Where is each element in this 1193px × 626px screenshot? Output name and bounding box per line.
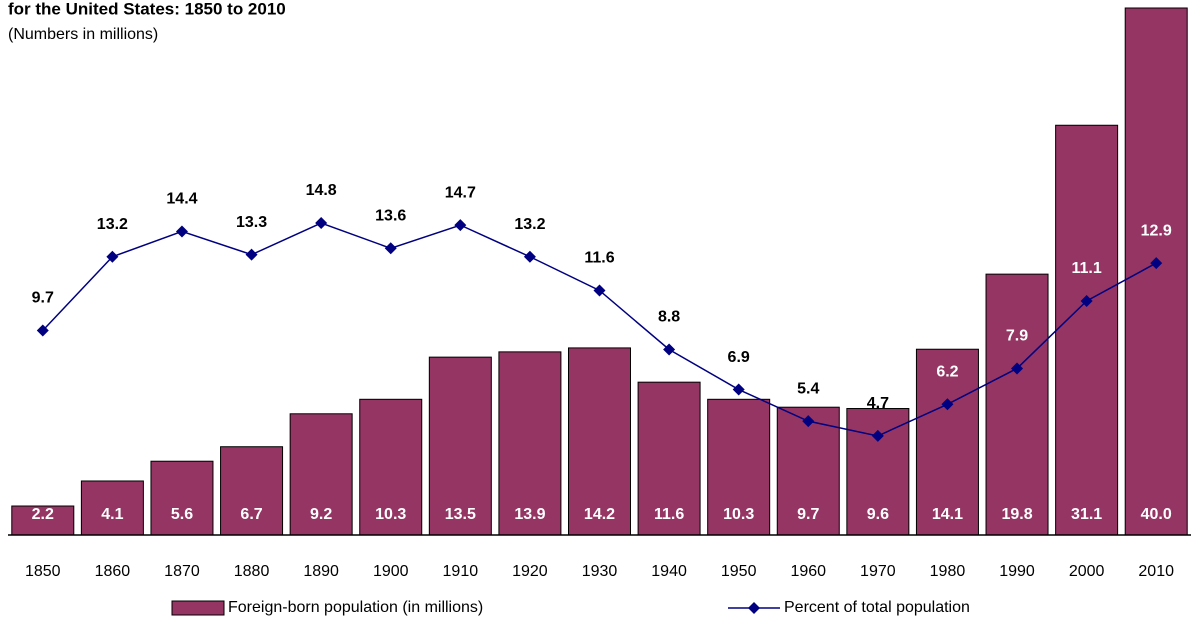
x-tick-label: 1870 — [164, 563, 200, 580]
line-value-label: 11.6 — [584, 250, 614, 267]
line-value-label: 12.9 — [1141, 222, 1172, 239]
bar — [1055, 124, 1119, 536]
line-value-label: 4.7 — [867, 395, 889, 412]
line-value-label: 5.4 — [797, 380, 819, 397]
bar — [985, 273, 1049, 536]
line-value-label: 9.7 — [32, 290, 54, 307]
legend-label: Percent of total population — [784, 599, 970, 616]
legend-swatch — [171, 600, 225, 616]
line-marker — [523, 250, 536, 263]
line-value-label: 6.2 — [936, 364, 958, 381]
bar-value-label: 4.1 — [101, 506, 123, 523]
line-marker — [1011, 362, 1024, 375]
legend-label: Foreign-born population (in millions) — [228, 599, 483, 616]
line-marker — [384, 242, 397, 255]
line-value-label: 13.6 — [375, 208, 406, 225]
bar — [776, 406, 840, 536]
x-tick-label: 1890 — [303, 563, 339, 580]
line-marker — [454, 219, 467, 232]
legend-marker — [748, 602, 760, 614]
x-tick-label: 1960 — [790, 563, 826, 580]
chart-subtitle: (Numbers in millions) — [8, 26, 158, 43]
bar — [11, 505, 75, 536]
bar-value-label: 2.2 — [32, 506, 54, 523]
line-value-label: 13.3 — [236, 214, 267, 231]
bar — [80, 480, 144, 536]
line-marker — [732, 383, 745, 396]
x-tick-label: 1920 — [512, 563, 548, 580]
line-marker — [1150, 257, 1163, 270]
line-value-label: 14.8 — [306, 182, 337, 199]
x-tick-label: 1980 — [930, 563, 966, 580]
bar-value-label: 9.2 — [310, 506, 332, 523]
bar-value-label: 19.8 — [1001, 506, 1032, 523]
bar-value-label: 14.1 — [932, 506, 963, 523]
bar-value-label: 11.6 — [654, 506, 684, 523]
line-value-label: 8.8 — [658, 309, 680, 326]
bar-value-label: 40.0 — [1141, 506, 1172, 523]
line-value-label: 11.1 — [1071, 260, 1101, 277]
line-value-label: 6.9 — [728, 349, 750, 366]
bar — [846, 408, 910, 536]
bar — [1124, 7, 1188, 536]
x-tick-label: 1850 — [25, 563, 61, 580]
bar-value-label: 13.9 — [514, 506, 545, 523]
bar — [707, 398, 771, 536]
bar — [220, 446, 284, 536]
line-marker — [802, 415, 815, 428]
line-value-label: 14.4 — [166, 191, 197, 208]
line-value-label: 13.2 — [514, 216, 545, 233]
bar — [289, 413, 353, 536]
bar-value-label: 31.1 — [1071, 506, 1102, 523]
bar-value-label: 6.7 — [240, 506, 262, 523]
x-tick-label: 2000 — [1069, 563, 1105, 580]
bar-value-label: 5.6 — [171, 506, 193, 523]
chart-title: for the United States: 1850 to 2010 — [8, 0, 286, 18]
line-marker — [663, 343, 676, 356]
bar-value-label: 10.3 — [723, 506, 754, 523]
x-tick-label: 1940 — [651, 563, 687, 580]
x-tick-label: 1970 — [860, 563, 896, 580]
bar — [915, 348, 979, 536]
line-marker — [315, 217, 328, 230]
x-tick-label: 1990 — [999, 563, 1035, 580]
x-tick-label: 1900 — [373, 563, 409, 580]
line-marker — [36, 324, 49, 337]
line-marker — [245, 248, 258, 261]
bar-value-label: 9.7 — [797, 506, 819, 523]
line-marker — [175, 225, 188, 238]
bar-value-label: 14.2 — [584, 506, 615, 523]
x-tick-label: 1910 — [443, 563, 479, 580]
bar — [568, 347, 631, 536]
line-value-label: 14.7 — [445, 184, 476, 201]
bar — [150, 460, 214, 536]
x-tick-label: 2010 — [1138, 563, 1174, 580]
line-marker — [941, 398, 954, 411]
x-tick-label: 1930 — [582, 563, 618, 580]
bar-value-label: 13.5 — [445, 506, 476, 523]
bar-value-label: 9.6 — [867, 506, 889, 523]
line-marker — [871, 429, 884, 442]
x-tick-label: 1860 — [95, 563, 131, 580]
line-marker — [106, 250, 119, 263]
line-value-label: 7.9 — [1006, 328, 1028, 345]
bar — [359, 398, 423, 536]
x-tick-label: 1880 — [234, 563, 270, 580]
line-value-label: 13.2 — [97, 216, 128, 233]
bar-value-label: 10.3 — [375, 506, 406, 523]
bar — [428, 356, 492, 536]
line-marker — [1080, 295, 1093, 308]
x-tick-label: 1950 — [721, 563, 757, 580]
line-marker — [593, 284, 606, 297]
